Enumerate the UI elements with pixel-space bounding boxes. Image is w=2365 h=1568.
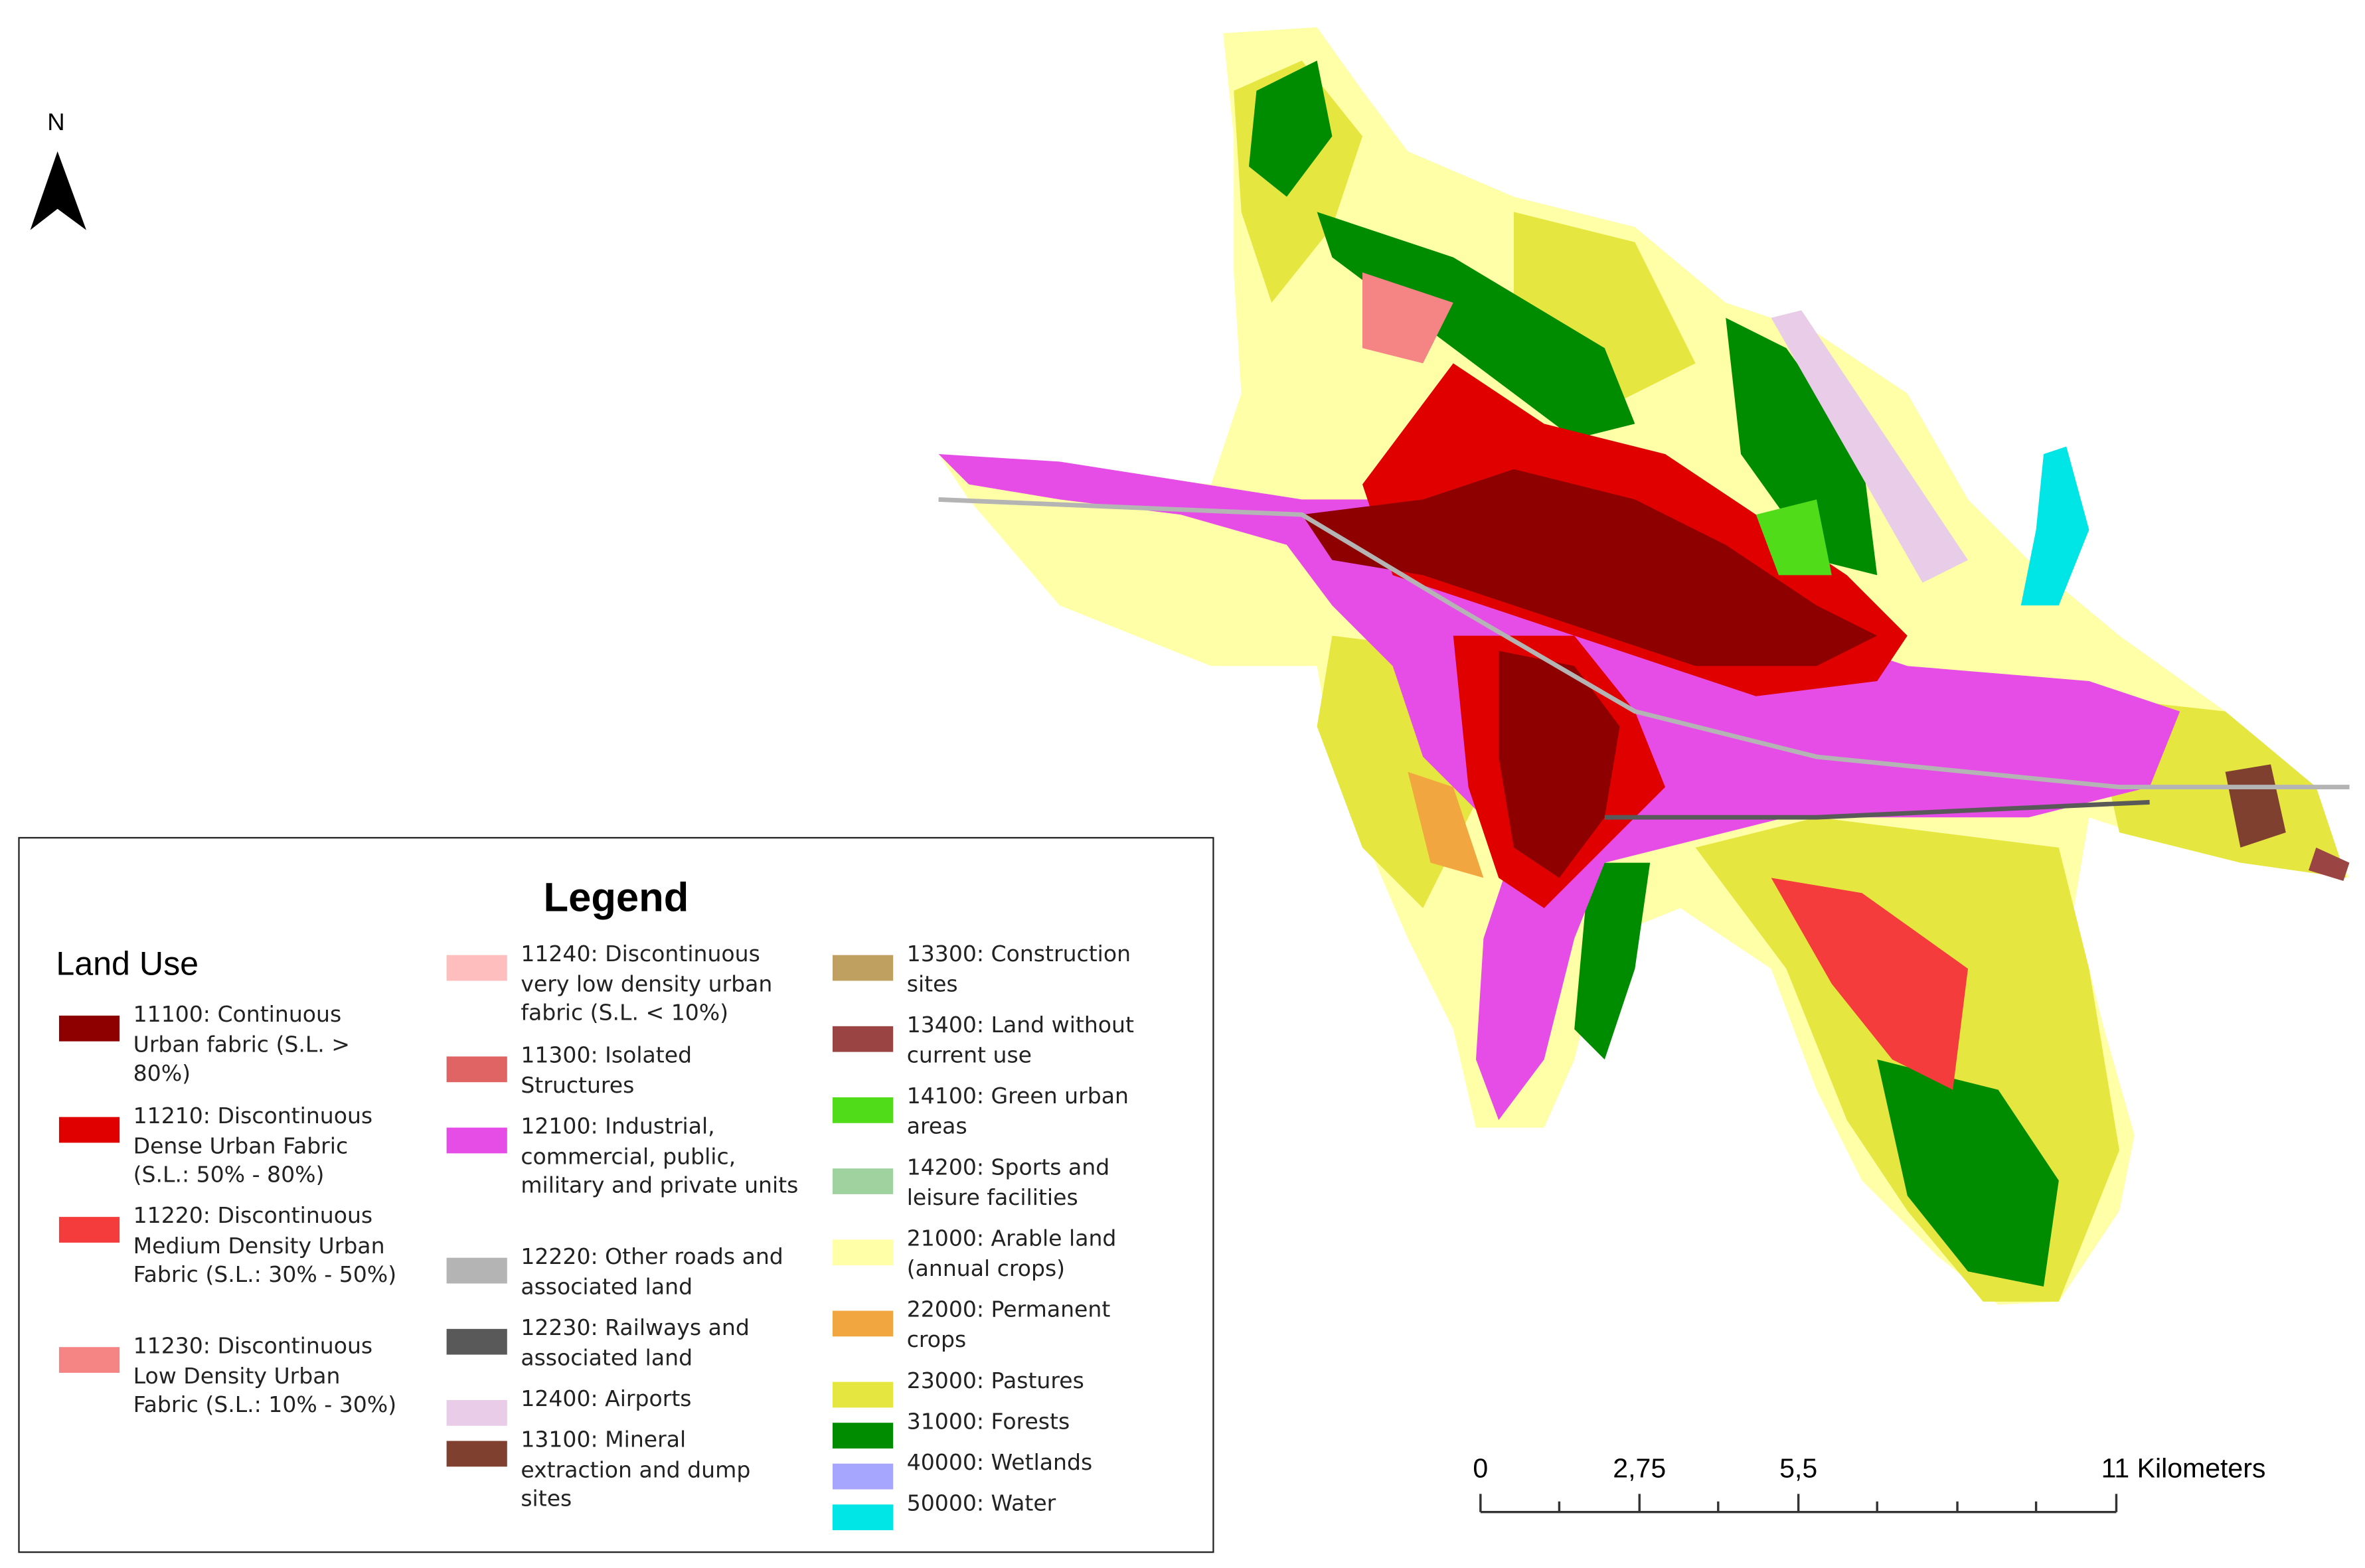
legend-item: 12100: Industrial, commercial, public, m… [446,1114,801,1202]
legend-label: 12220: Other roads and associated land [521,1245,783,1300]
legend-swatch [833,1310,894,1337]
legend-item: 11220: Discontinuous Medium Density Urba… [58,1204,398,1292]
legend-swatch [446,1127,507,1154]
legend-label: 12100: Industrial, commercial, public, m… [521,1115,799,1199]
legend-swatch [833,1026,894,1052]
legend-item: 11300: Isolated Structures [446,1043,801,1102]
legend-label: 11100: Continuous Urban fabric (S.L. > 8… [133,1003,351,1087]
north-arrow: N [30,108,86,230]
legend-label: 11230: Discontinuous Low Density Urban F… [133,1334,397,1419]
region [1301,469,1878,666]
legend-item: 21000: Arable land (annual crops) [833,1226,1157,1285]
legend-label: 13100: Mineral extraction and dump sites [521,1429,751,1512]
legend-label: 11210: Discontinuous Dense Urban Fabric … [133,1105,373,1188]
north-arrow-shape [30,151,86,230]
legend-swatch [833,955,894,981]
region [1726,317,1878,576]
region [1771,310,1968,583]
legend-item: 12220: Other roads and associated land [446,1244,801,1303]
legend-swatch [58,1347,120,1373]
legend-label: 40000: Wetlands [906,1451,1093,1476]
legend-label: 22000: Permanent crops [906,1298,1111,1353]
region [1771,878,1968,1090]
scale-label: 2,75 [1613,1452,1666,1483]
region [1755,499,1832,576]
legend-subtitle: Land Use [56,944,199,982]
scale-label: 0 [1473,1452,1488,1483]
legend-label: 11300: Isolated Structures [521,1044,693,1099]
legend-label: 13300: Construction sites [906,943,1131,997]
legend-item: 12400: Airports [446,1386,801,1426]
legend-swatch [58,1217,120,1243]
region [2309,847,2350,881]
legend-label: 12230: Railways and associated land [521,1316,750,1371]
legend-swatch [833,1239,894,1266]
legend-swatch [833,1504,894,1531]
legend-label: 13400: Land without current use [906,1014,1134,1068]
legend-label: 11220: Discontinuous Medium Density Urba… [133,1204,397,1289]
land-use-map [938,27,2350,1305]
legend-item: 22000: Permanent crops [833,1297,1157,1356]
legend-swatch [446,1056,507,1083]
legend-swatch [58,1117,120,1143]
legend-label: 21000: Arable land (annual crops) [906,1227,1117,1282]
legend-item: 14200: Sports and leisure facilities [833,1155,1157,1214]
legend-swatch [446,1441,507,1467]
legend-item: 13400: Land without current use [833,1012,1157,1071]
legend-label: 31000: Forests [906,1410,1070,1435]
legend-item: 40000: Wetlands [833,1450,1157,1490]
legend-item: 11230: Discontinuous Low Density Urban F… [58,1334,398,1422]
legend-label: 14100: Green urban areas [906,1085,1129,1139]
legend-label: 23000: Pastures [906,1370,1084,1394]
legend-swatch [446,1400,507,1426]
legend-swatch [58,1015,120,1042]
region [1317,212,1635,439]
legend-swatch [833,1423,894,1449]
region [1249,60,1333,197]
road [938,497,2350,790]
legend-item: 12230: Railways and associated land [446,1315,801,1374]
legend-item: 11240: Discontinuous very low density ur… [446,941,801,1030]
legend-swatch [446,1257,507,1284]
region [1408,771,1484,878]
legend-item: 31000: Forests [833,1409,1157,1449]
legend-item: 11210: Discontinuous Dense Urban Fabric … [58,1103,398,1192]
legend-item: 13100: Mineral extraction and dump sites [446,1427,801,1516]
legend-swatch [833,1097,894,1123]
legend-swatch [833,1463,894,1490]
legend-title: Legend [543,874,689,921]
legend-swatch [833,1168,894,1194]
region [1877,1059,2059,1287]
legend-item: 11100: Continuous Urban fabric (S.L. > 8… [58,1002,398,1090]
legend-label: 50000: Water [906,1492,1056,1517]
railway [1604,799,2150,820]
region [1574,862,1651,1059]
legend-item: 23000: Pastures [833,1368,1157,1408]
scale-label: 11 Kilometers [2101,1452,2266,1483]
legend-label: 11240: Discontinuous very low density ur… [521,943,773,1026]
scale-bar [1479,1494,2118,1514]
legend-label: 12400: Airports [521,1387,692,1413]
legend-item: 13300: Construction sites [833,941,1157,1000]
legend-label: 14200: Sports and leisure facilities [906,1156,1110,1210]
north-label: N [47,108,64,135]
scale-label: 5,5 [1779,1452,1817,1483]
legend-swatch [833,1381,894,1408]
legend-swatch [446,1328,507,1355]
legend-item: 50000: Water [833,1491,1157,1531]
region [1499,651,1620,878]
region [2020,446,2089,605]
legend: Legend Land Use 11100: Continuous Urban … [18,836,1214,1553]
legend-item: 14100: Green urban areas [833,1083,1157,1142]
legend-swatch [446,955,507,981]
